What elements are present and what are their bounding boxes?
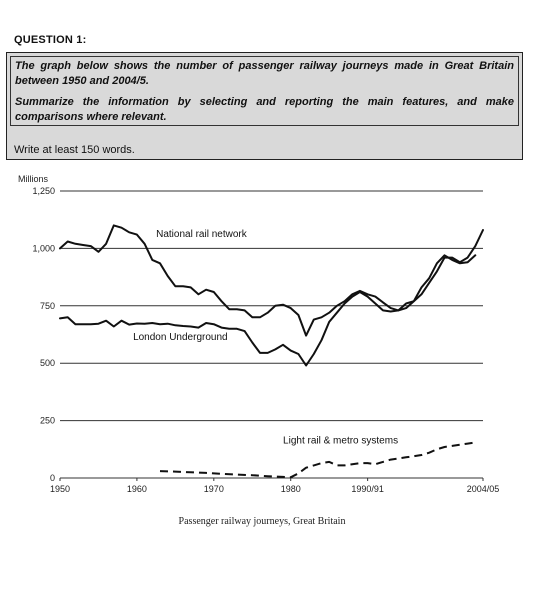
x-axis-ticks: 1950 1960 1970 1980 1990/91 2004/05 (50, 478, 499, 494)
task-prompt-line2: Summarize the information by selecting a… (15, 96, 514, 123)
y-tick-label: 1,000 (32, 243, 55, 253)
x-tick-label: 1990/91 (351, 484, 384, 494)
task-instruction: Write at least 150 words. (14, 144, 135, 156)
series-lines (59, 224, 484, 479)
series-line-national-rail-network (59, 224, 484, 337)
x-tick-label: 2004/05 (467, 484, 500, 494)
x-tick-label: 1950 (50, 484, 70, 494)
series-line-light-rail-metro-systems (159, 441, 476, 479)
series-annotations: National rail network London Underground L… (133, 229, 398, 447)
task-prompt-frame: The graph below shows the number of pass… (10, 56, 519, 126)
series-line-london-underground (59, 254, 477, 367)
question-heading: QUESTION 1: (14, 34, 87, 46)
series-annotation-label: National rail network (156, 229, 248, 240)
y-axis-unit-label: Millions (18, 174, 49, 184)
task-box: The graph below shows the number of pass… (6, 52, 523, 160)
gridlines (60, 190, 483, 479)
y-tick-label: 0 (50, 473, 55, 483)
y-tick-label: 500 (40, 358, 55, 368)
series-annotation-label: London Underground (133, 332, 228, 343)
x-tick-label: 1970 (204, 484, 224, 494)
x-tick-label: 1980 (281, 484, 301, 494)
y-tick-label: 1,250 (32, 186, 55, 196)
y-axis-ticks: 0 250 500 750 1,000 1,250 (32, 186, 55, 483)
x-tick-label: 1960 (127, 484, 147, 494)
chart-caption: Passenger railway journeys, Great Britai… (179, 516, 346, 527)
y-tick-label: 750 (40, 301, 55, 311)
y-tick-label: 250 (40, 416, 55, 426)
task-prompt-line1: The graph below shows the number of pass… (15, 60, 514, 87)
series-annotation-label: Light rail & metro systems (283, 436, 398, 447)
